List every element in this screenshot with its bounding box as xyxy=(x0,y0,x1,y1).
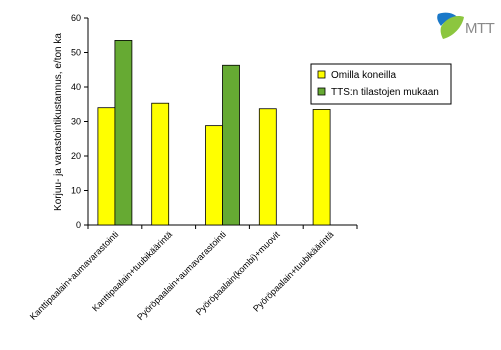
legend-swatch-tts-statistics xyxy=(317,87,326,96)
bar-own-machines-2 xyxy=(205,125,223,226)
y-tick-label: 30 xyxy=(71,117,81,127)
y-tick-label: 0 xyxy=(76,220,81,230)
y-axis-title: Korjuu- ja varastointikustannus, e/ton k… xyxy=(53,33,64,211)
bar-tts-statistics-0 xyxy=(114,40,133,226)
bar-tts-statistics-2 xyxy=(222,64,240,226)
legend-box xyxy=(310,63,452,105)
y-tick-label: 20 xyxy=(71,151,81,161)
y-tick-label: 40 xyxy=(71,82,81,92)
y-tick-label: 50 xyxy=(71,48,81,58)
legend-swatch-own-machines xyxy=(317,70,326,79)
bar-own-machines-1 xyxy=(151,102,170,226)
logo-text: MTT xyxy=(465,20,495,37)
legend-label-own-machines: Omilla koneilla xyxy=(331,70,396,81)
bar-own-machines-4 xyxy=(312,109,331,226)
mtt-logo: MTT xyxy=(437,12,495,39)
y-ticks: 0 10 20 30 40 50 60 xyxy=(71,13,88,230)
bar-own-machines-3 xyxy=(258,108,277,226)
x-ticks xyxy=(87,225,358,229)
legend: Omilla koneilla TTS:n tilastojen mukaan xyxy=(310,63,452,105)
bars xyxy=(97,40,331,226)
mtt-leaf-logo-icon xyxy=(437,12,464,39)
y-tick-label: 60 xyxy=(71,13,81,23)
legend-label-tts-statistics: TTS:n tilastojen mukaan xyxy=(331,87,439,98)
bar-own-machines-0 xyxy=(97,107,116,226)
y-tick-label: 10 xyxy=(71,186,81,196)
